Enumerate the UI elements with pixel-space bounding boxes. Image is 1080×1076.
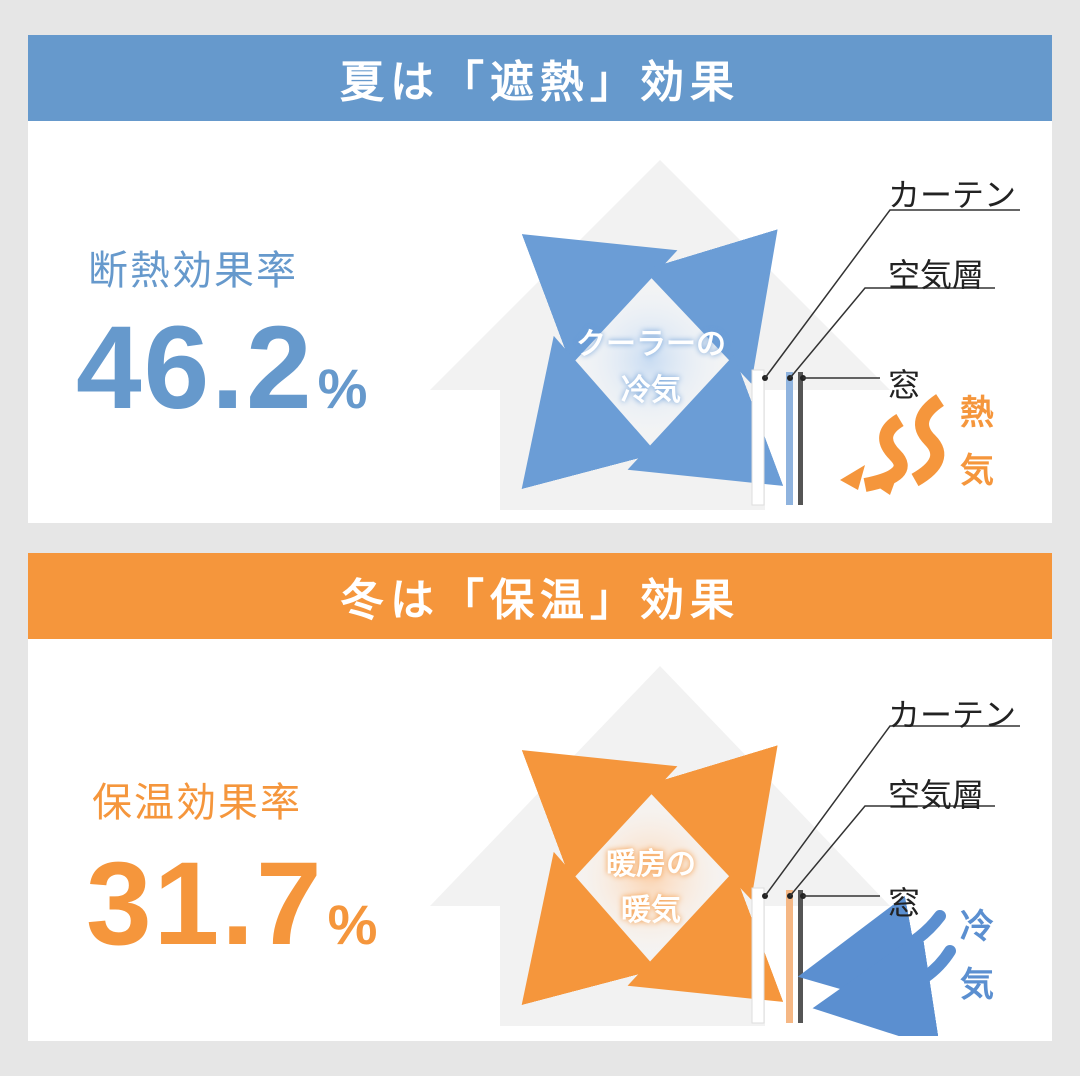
summer-side-char2: 気: [960, 451, 994, 491]
air-layer: [786, 372, 793, 505]
winter-side-char2: 気: [960, 965, 994, 1005]
summer-center-line2: 冷気: [621, 373, 681, 408]
circulation-arrow: [521, 234, 678, 366]
summer-callout-curtain: カーテン: [888, 176, 1017, 214]
winter-center-line1: 暖房の: [606, 847, 696, 882]
callout-line-air: [789, 287, 995, 379]
circulation-arrow: [643, 229, 778, 384]
summer-side-word: 熱 気: [960, 384, 994, 500]
summer-rate-label: 断熱効果率: [88, 248, 298, 294]
curtain: [751, 887, 765, 1024]
circulation-arrow: [643, 745, 778, 900]
winter-side-char1: 冷: [960, 907, 994, 947]
callout-line-curtain: [764, 209, 1020, 379]
winter-header: 冬は「保温」効果: [28, 553, 1052, 639]
summer-rate-unit: %: [317, 357, 370, 420]
curtain: [751, 369, 765, 506]
circulation-arrow: [627, 870, 784, 1002]
circulation-arrow: [521, 851, 658, 1006]
summer-header-title: 夏は「遮熱」効果: [340, 57, 740, 108]
winter-center-text: 暖房の 暖気: [551, 842, 751, 934]
winter-callout-curtain: カーテン: [888, 696, 1017, 734]
window: [798, 890, 803, 1023]
air-layer: [786, 890, 793, 1023]
callout-line-curtain: [764, 725, 1020, 897]
summer-callout-air: 空気層: [888, 256, 985, 294]
heat-wave-arrow: [863, 413, 908, 492]
winter-house-diagram: [430, 666, 1020, 1036]
winter-rate-unit: %: [327, 893, 380, 956]
summer-rate-value: 46.2: [76, 302, 314, 434]
winter-rate-label: 保温効果率: [92, 780, 302, 826]
summer-center-line1: クーラーの: [576, 327, 726, 362]
summer-header: 夏は「遮熱」効果: [28, 35, 1052, 121]
circulation-arrow: [521, 750, 678, 882]
circulation-arrow: [521, 335, 658, 490]
winter-callout-window: 窓: [888, 884, 921, 922]
cold-air-arrow: [812, 930, 956, 1036]
circulation-arrow: [627, 354, 784, 486]
heat-wave-arrow: [911, 394, 945, 487]
window: [798, 372, 803, 505]
summer-house-diagram: [430, 160, 1020, 510]
winter-header-title: 冬は「保温」効果: [340, 575, 740, 626]
summer-side-char1: 熱: [960, 393, 994, 433]
winter-center-line2: 暖気: [621, 893, 681, 928]
summer-center-text: クーラーの 冷気: [551, 322, 751, 414]
summer-rate: 46.2 %: [76, 300, 369, 436]
winter-rate-value: 31.7: [86, 838, 324, 970]
summer-callout-window: 窓: [888, 366, 921, 404]
callout-line-air: [789, 805, 995, 897]
winter-rate: 31.7 %: [86, 836, 379, 972]
winter-side-word: 冷 気: [960, 898, 994, 1014]
winter-callout-air: 空気層: [888, 776, 985, 814]
